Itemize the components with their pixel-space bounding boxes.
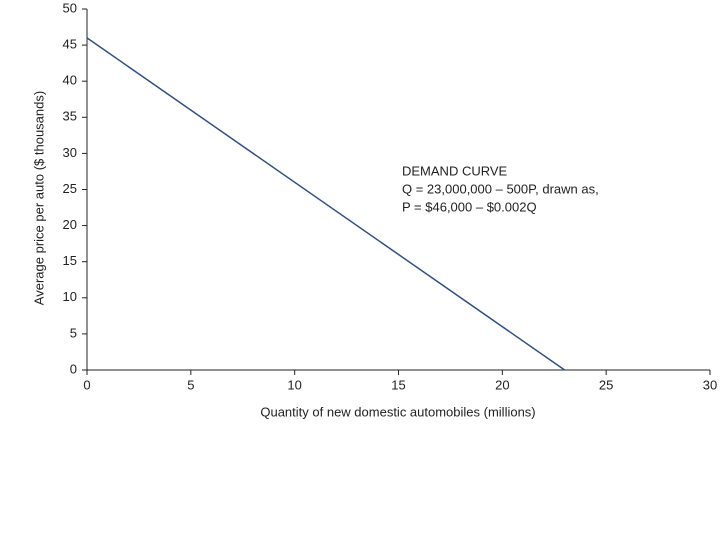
x-tick-label: 30 <box>703 377 717 392</box>
x-tick-label: 5 <box>187 377 194 392</box>
y-tick-label: 35 <box>63 109 77 124</box>
annotation: Q = 23,000,000 – 500P, drawn as, <box>402 181 599 196</box>
x-tick-label: 10 <box>287 377 301 392</box>
y-tick-label: 15 <box>63 253 77 268</box>
y-axis-label: Average price per auto ($ thousands) <box>31 91 46 305</box>
y-tick-label: 30 <box>63 145 77 160</box>
y-tick-label: 10 <box>63 289 77 304</box>
y-tick-label: 45 <box>63 37 77 52</box>
y-tick-label: 5 <box>70 325 77 340</box>
y-tick-label: 20 <box>63 217 77 232</box>
y-tick-label: 0 <box>70 361 77 376</box>
demand-line <box>86 37 566 371</box>
x-tick-label: 20 <box>495 377 509 392</box>
annotation: DEMAND CURVE <box>402 163 508 178</box>
y-tick-label: 25 <box>63 181 77 196</box>
x-tick-label: 15 <box>391 377 405 392</box>
annotation: P = $46,000 – $0.002Q <box>402 199 537 214</box>
y-tick-label: 50 <box>63 0 77 15</box>
y-tick-label: 40 <box>63 73 77 88</box>
x-tick-label: 0 <box>83 377 90 392</box>
x-axis-label: Quantity of new domestic automobiles (mi… <box>260 404 535 419</box>
x-tick-label: 25 <box>599 377 613 392</box>
